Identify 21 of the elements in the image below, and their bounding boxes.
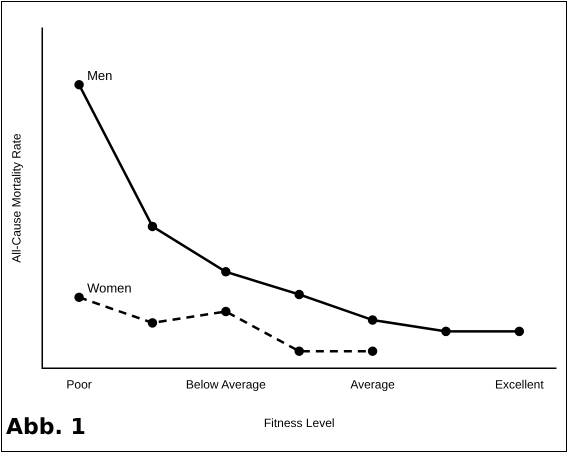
point: [221, 267, 231, 277]
point: [148, 222, 158, 232]
point: [74, 292, 84, 302]
x-axis-title: Fitness Level: [264, 416, 335, 430]
point: [514, 326, 524, 336]
x-tick-label: Poor: [66, 378, 92, 392]
series-label: Women: [87, 280, 132, 296]
point: [148, 318, 158, 328]
point: [441, 326, 451, 336]
caption: Abb. 1: [6, 415, 86, 440]
x-tick-label: Below Average: [186, 378, 266, 392]
y-axis-title: All-Cause Mortality Rate: [10, 133, 24, 263]
x-tick-label: Excellent: [494, 378, 544, 392]
point: [294, 290, 304, 300]
point: [74, 80, 84, 90]
series-label: Men: [87, 68, 112, 83]
point: [294, 346, 304, 356]
point: [221, 306, 231, 316]
x-tick-label: Average: [350, 378, 396, 392]
point: [368, 315, 378, 325]
point: [368, 346, 378, 356]
